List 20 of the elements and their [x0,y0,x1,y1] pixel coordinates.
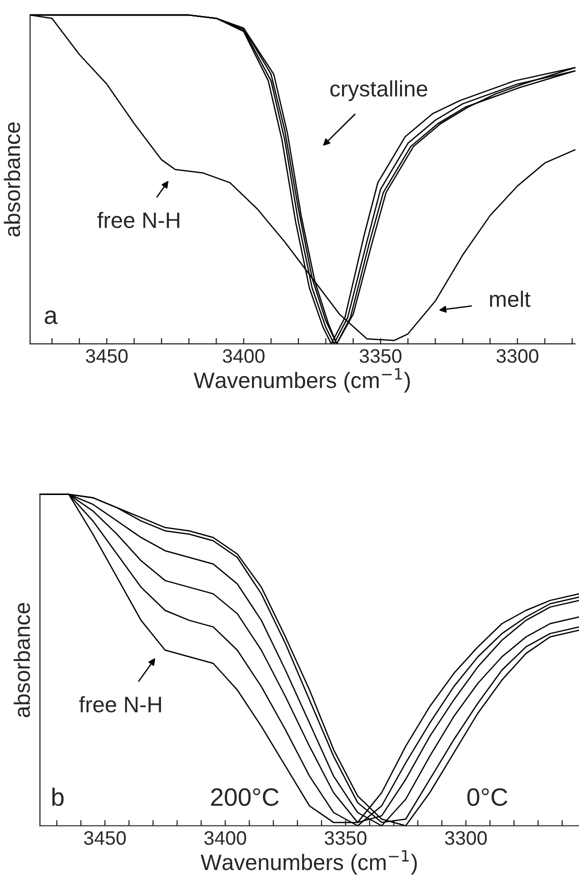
annotation: crystalline [330,80,428,102]
annotation: 200°C [211,788,279,806]
x-tick-label: 3350 [324,831,366,845]
annotation: a [44,310,58,324]
x-tick-label: 3450 [86,349,128,363]
x-axis-title: Wavenumbers (cm$^{−1}$) [194,368,410,393]
y-axis-title: absorbance [4,122,20,237]
annotation: 0°C [467,788,508,806]
x-axis-title: Wavenumbers (cm$^{−1}$) [200,850,417,875]
annotation: b [52,788,64,806]
x-tick-label: 3300 [445,831,487,845]
x-tick-label: 3350 [360,349,402,363]
x-tick-label: 3450 [84,831,126,845]
annotation: free N-H [79,696,161,712]
x-tick-label: 3400 [204,831,246,845]
annotation: free N-H [97,212,180,228]
y-axis-title: absorbance [14,602,30,718]
x-tick-label: 3300 [496,349,538,363]
annotation: melt [490,290,530,307]
x-tick-label: 3400 [222,349,265,363]
